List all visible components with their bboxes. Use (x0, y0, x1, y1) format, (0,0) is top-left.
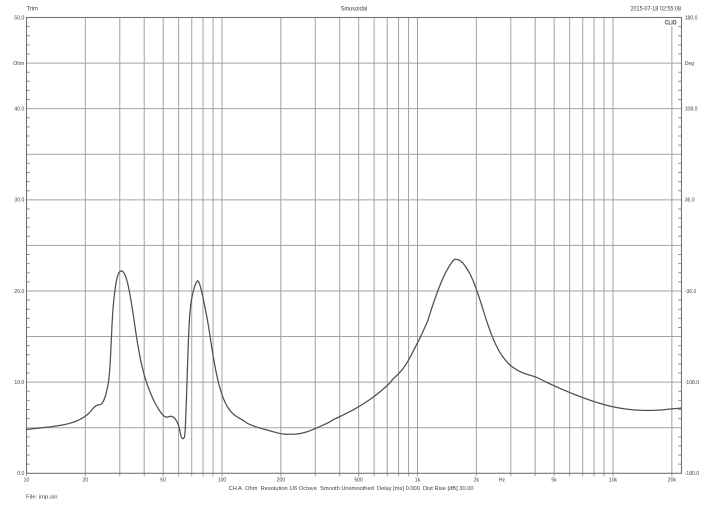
svg-text:20k: 20k (668, 477, 677, 483)
svg-text:Sinusoidal: Sinusoidal (341, 6, 368, 13)
svg-text:5k: 5k (551, 477, 557, 483)
svg-text:2k: 2k (474, 477, 480, 483)
svg-text:File: imp.sin: File: imp.sin (26, 494, 58, 500)
svg-text:Ohm: Ohm (13, 61, 24, 67)
svg-text:10.0: 10.0 (14, 380, 24, 386)
svg-text:108.0: 108.0 (685, 106, 698, 112)
svg-text:20.0: 20.0 (14, 289, 24, 295)
svg-text:1k: 1k (415, 477, 421, 483)
svg-text:20: 20 (83, 477, 89, 483)
svg-text:40.0: 40.0 (14, 106, 24, 112)
svg-text:10k: 10k (609, 477, 618, 483)
svg-text:200: 200 (277, 477, 286, 483)
svg-text:500: 500 (354, 477, 363, 483)
svg-text:36.0: 36.0 (685, 198, 695, 204)
svg-text:Deg: Deg (685, 61, 695, 67)
svg-text:CLIO: CLIO (665, 20, 677, 27)
svg-text:30.0: 30.0 (14, 198, 24, 204)
svg-text:-36.0: -36.0 (685, 289, 697, 295)
svg-text:2015-07-18 02:55:08: 2015-07-18 02:55:08 (631, 6, 682, 13)
svg-text:Trim: Trim (27, 6, 39, 13)
svg-text:Hz: Hz (499, 477, 506, 483)
svg-text:100: 100 (218, 477, 227, 483)
svg-text:50: 50 (160, 477, 166, 483)
svg-text:-108.0: -108.0 (685, 380, 700, 386)
svg-text:10: 10 (24, 477, 30, 483)
svg-text:180.0: 180.0 (685, 15, 698, 21)
svg-text:-180.0: -180.0 (685, 471, 700, 477)
svg-text:CH A Ohm Resolution 1/6 Octa: CH A Ohm Resolution 1/6 Octave Smooth Un… (229, 486, 474, 492)
svg-text:0.0: 0.0 (17, 471, 24, 477)
svg-text:50.0: 50.0 (14, 15, 24, 21)
